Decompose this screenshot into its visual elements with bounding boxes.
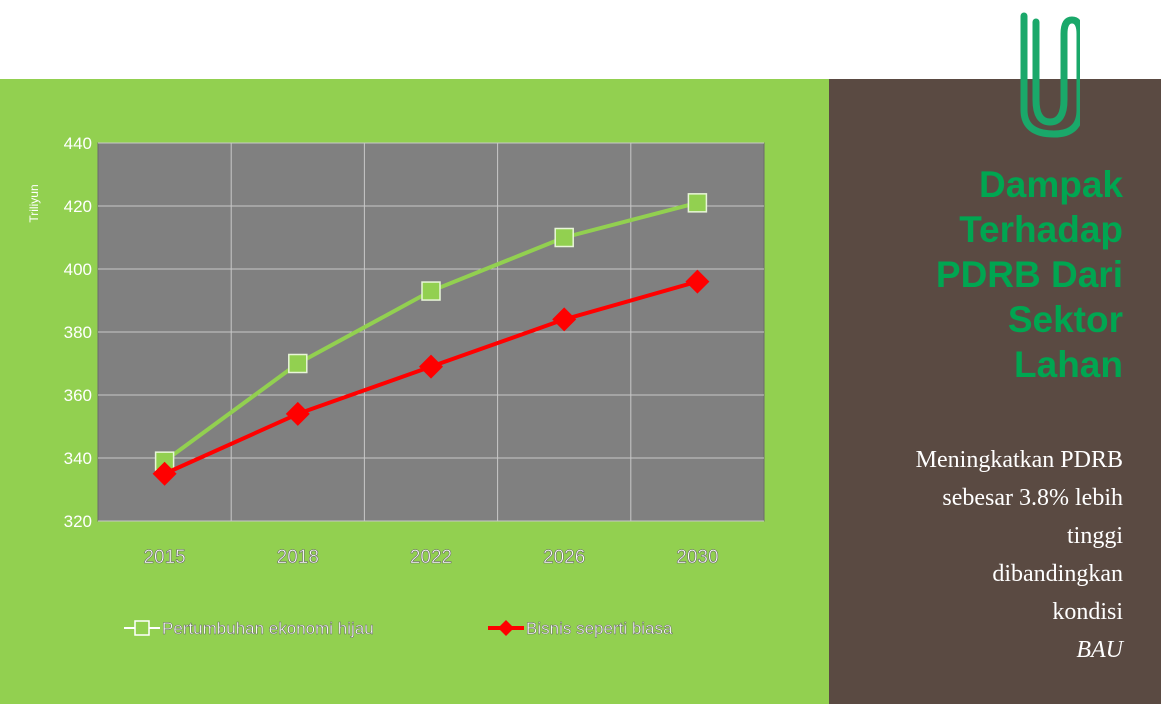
x-tick-label: 2015 bbox=[143, 547, 185, 568]
title-line: Lahan bbox=[1014, 344, 1123, 385]
body-last-italic: BAU bbox=[1076, 637, 1123, 663]
line-chart: 320 340 360 380 400 420 440 2015 2018 2022 2026 203… bbox=[27, 134, 765, 638]
data-point bbox=[554, 227, 574, 248]
y-tick-label: 340 bbox=[64, 449, 92, 468]
sidebar-panel bbox=[829, 79, 1161, 704]
y-tick-label: 440 bbox=[64, 134, 92, 153]
x-tick-label: 2030 bbox=[676, 547, 718, 568]
body-line: sebesar 3.8% lebih bbox=[942, 485, 1123, 511]
paperclip-icon bbox=[1020, 12, 1080, 138]
legend-label: Bisnis seperti biasa bbox=[526, 619, 673, 638]
data-point bbox=[288, 353, 308, 374]
legend-label: Pertumbuhan ekonomi hijau bbox=[162, 619, 374, 638]
data-point bbox=[687, 193, 708, 213]
data-point bbox=[152, 461, 177, 486]
data-point bbox=[285, 401, 310, 426]
legend-marker bbox=[498, 620, 514, 636]
title-line: Dampak bbox=[979, 164, 1123, 205]
body-last-prefix: kondisi bbox=[1052, 599, 1123, 625]
body-line: Meningkatkan PDRB bbox=[915, 447, 1123, 473]
x-tick-label: 2022 bbox=[410, 547, 452, 568]
y-tick-label: 380 bbox=[64, 323, 92, 342]
data-point bbox=[685, 269, 710, 294]
data-point bbox=[552, 307, 577, 332]
body-line: dibandingkan bbox=[992, 561, 1123, 587]
y-tick-label: 360 bbox=[64, 386, 92, 405]
data-point bbox=[419, 354, 443, 379]
y-tick-label: 400 bbox=[64, 260, 92, 279]
title-line: PDRB Dari bbox=[935, 254, 1123, 295]
body-line: tinggi bbox=[1066, 523, 1123, 549]
body-line-last: kondisi BAU bbox=[853, 593, 1123, 669]
y-axis-label: Triliyun bbox=[27, 184, 41, 222]
data-point bbox=[421, 281, 441, 301]
slide-title: Dampak Terhadap PDRB Dari Sektor Lahan bbox=[863, 162, 1123, 387]
y-tick-label: 320 bbox=[64, 512, 92, 531]
slide-body-text: Meningkatkan PDRB sebesar 3.8% lebih tin… bbox=[853, 441, 1123, 669]
x-tick-label: 2018 bbox=[277, 547, 319, 568]
y-tick-label: 420 bbox=[64, 197, 92, 216]
x-tick-label: 2026 bbox=[543, 547, 585, 568]
title-line: Terhadap bbox=[959, 209, 1123, 250]
title-line: Sektor bbox=[1007, 299, 1123, 340]
legend-marker bbox=[134, 620, 150, 636]
